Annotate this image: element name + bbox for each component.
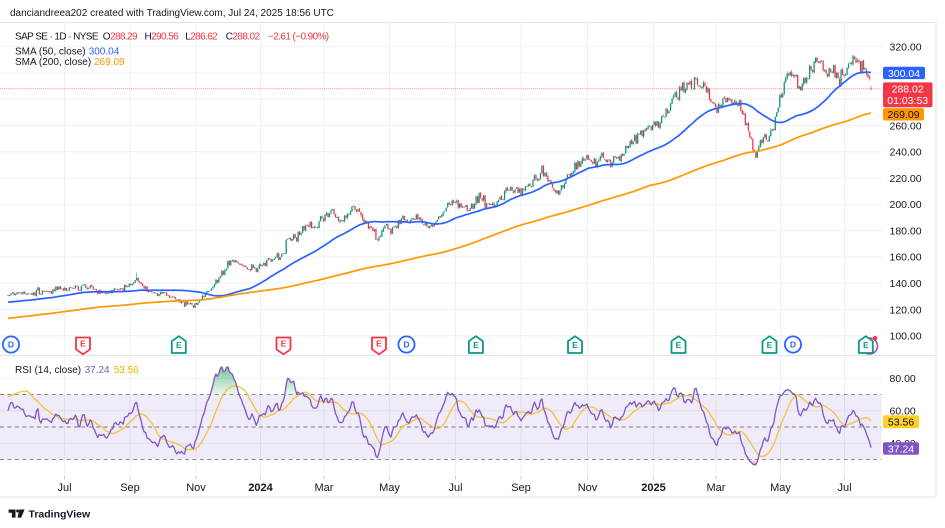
svg-text:SMA (50, close)300.04: SMA (50, close) 300.04 <box>15 46 120 57</box>
svg-text:60.00: 60.00 <box>890 406 916 418</box>
svg-text:May: May <box>770 482 791 494</box>
svg-text:D: D <box>790 340 796 350</box>
svg-text:May: May <box>379 482 400 494</box>
svg-text:140.00: 140.00 <box>890 278 922 290</box>
svg-text:80.00: 80.00 <box>890 373 916 385</box>
svg-text:E: E <box>676 340 682 350</box>
svg-text:240.00: 240.00 <box>890 147 922 159</box>
svg-text:01:03:53: 01:03:53 <box>887 95 928 107</box>
svg-text:260.00: 260.00 <box>890 120 922 132</box>
svg-text:Sep: Sep <box>511 482 531 494</box>
svg-text:Nov: Nov <box>578 482 598 494</box>
svg-text:E: E <box>767 340 773 350</box>
svg-text:300.04: 300.04 <box>888 68 920 80</box>
svg-text:37.24: 37.24 <box>888 443 914 455</box>
svg-text:220.00: 220.00 <box>890 173 922 185</box>
svg-text:D: D <box>8 340 14 350</box>
svg-text:E: E <box>473 340 479 350</box>
svg-text:E: E <box>863 340 869 350</box>
svg-text:E: E <box>572 340 578 350</box>
svg-text:120.00: 120.00 <box>890 304 922 316</box>
svg-text:TradingView: TradingView <box>29 509 91 521</box>
svg-text:2024: 2024 <box>248 482 273 494</box>
svg-text:D: D <box>403 340 409 350</box>
svg-text:E: E <box>80 339 86 349</box>
svg-text:160.00: 160.00 <box>890 252 922 264</box>
svg-text:SMA (200, close)269.09: SMA (200, close) 269.09 <box>15 57 125 68</box>
svg-text:E: E <box>376 339 382 349</box>
svg-text:Sep: Sep <box>120 482 140 494</box>
svg-text:Jul: Jul <box>837 482 851 494</box>
svg-text:53.56: 53.56 <box>888 417 914 429</box>
svg-text:200.00: 200.00 <box>890 199 922 211</box>
svg-text:Nov: Nov <box>186 482 206 494</box>
svg-text:Jul: Jul <box>448 482 462 494</box>
svg-text:320.00: 320.00 <box>890 42 922 54</box>
svg-text:Mar: Mar <box>315 482 334 494</box>
svg-text:288.02: 288.02 <box>892 84 924 96</box>
svg-text:180.00: 180.00 <box>890 225 922 237</box>
svg-text:Jul: Jul <box>57 482 71 494</box>
svg-text:Mar: Mar <box>707 482 726 494</box>
svg-text:2025: 2025 <box>641 482 665 494</box>
svg-text:E: E <box>176 340 182 350</box>
svg-text:269.09: 269.09 <box>887 109 919 121</box>
svg-text:danciandreea202 created with T: danciandreea202 created with TradingView… <box>10 8 334 19</box>
svg-text:E: E <box>281 339 287 349</box>
svg-text:100.00: 100.00 <box>890 331 922 343</box>
